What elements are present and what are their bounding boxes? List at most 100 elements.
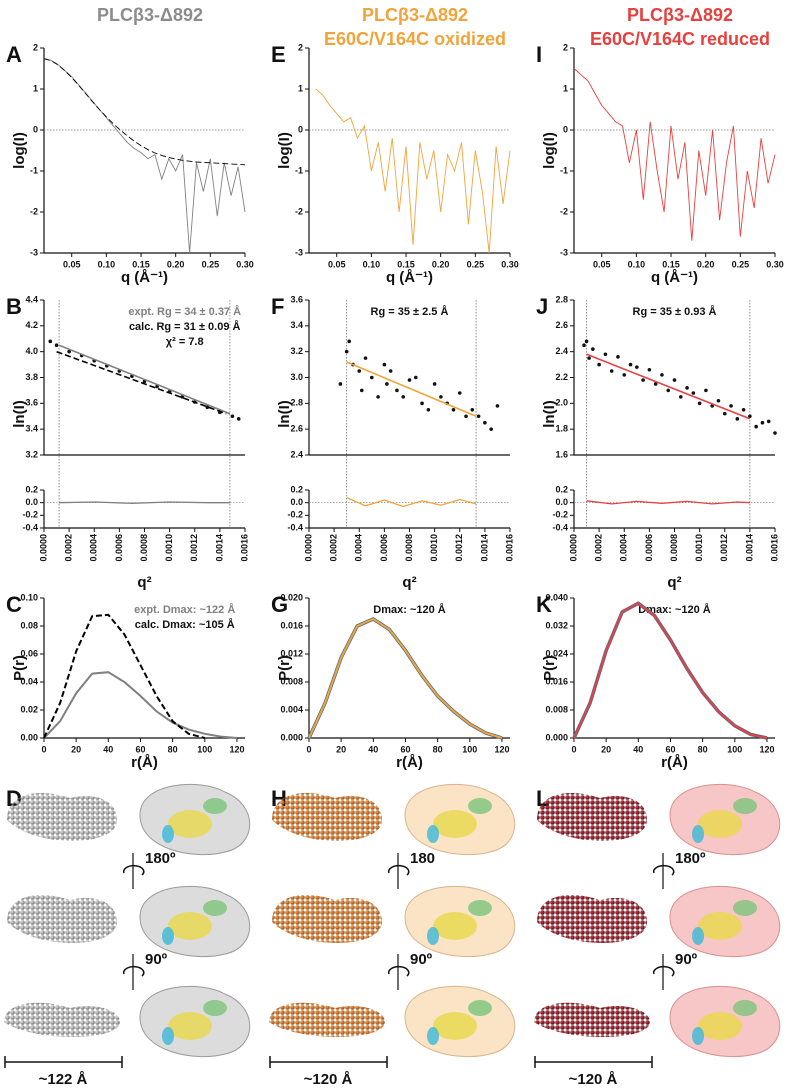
data-point: [363, 356, 368, 360]
y-tick-label: 0.02: [20, 704, 38, 714]
y-tick-label: -0.4: [22, 522, 38, 532]
series-line: [573, 602, 768, 739]
data-point: [584, 339, 589, 344]
y-tick-label: 3.6: [290, 294, 303, 304]
data-point: [489, 427, 493, 431]
data-point: [603, 352, 608, 357]
x-tick-label: 0.0004: [619, 534, 629, 562]
protein-domain: [203, 900, 227, 916]
series-line: [43, 58, 246, 166]
x-tick-label: 80: [698, 744, 708, 754]
y-tick-label: 0.004: [280, 704, 303, 714]
error-band: [307, 617, 503, 740]
x-tick-label: 0.05: [63, 259, 81, 269]
y-tick-label: 0.020: [280, 592, 303, 602]
column-title: PLCβ3-Δ892: [97, 5, 203, 25]
x-tick-label: 20: [336, 744, 346, 754]
data-point: [395, 388, 399, 393]
data-point: [54, 343, 59, 348]
x-tick-label: 80: [168, 744, 178, 754]
y-tick-label: 1: [298, 83, 303, 93]
x-tick-label: 20: [71, 744, 81, 754]
rotation-arrow: [387, 965, 410, 977]
panel-letter: A: [6, 42, 22, 67]
y-tick-label: 4.2: [25, 320, 38, 330]
x-tick-label: 0.30: [766, 259, 784, 269]
y-tick-label: 0.2: [555, 484, 568, 494]
series-line: [308, 617, 503, 739]
protein-domain: [733, 900, 757, 916]
data-point: [382, 362, 387, 367]
x-axis-label: q²: [402, 574, 416, 591]
data-point: [616, 355, 620, 359]
data-point: [582, 343, 586, 348]
x-tick-label: 0.0004: [89, 534, 99, 562]
x-tick-label: 60: [665, 744, 675, 754]
column-title: PLCβ3-Δ892: [362, 5, 468, 25]
annotation: expt. Dmax: ~122 Å: [134, 603, 235, 616]
data-point: [729, 404, 733, 408]
y-tick-label: 2.4: [290, 449, 303, 459]
data-point: [609, 369, 614, 373]
x-axis-label: r(Å): [396, 754, 423, 771]
protein-domain: [203, 798, 227, 814]
annotation: χ² = 7.8: [166, 336, 204, 348]
panel-letter: I: [536, 42, 542, 67]
fit-line: [346, 361, 477, 418]
x-axis-label: r(Å): [661, 754, 688, 771]
bead-model: [272, 793, 382, 841]
data-point: [666, 388, 671, 393]
x-axis-label: q (Å⁻¹): [121, 269, 168, 286]
protein-domain: [433, 912, 477, 940]
annotation: Rg = 35 ± 0.93 Å: [633, 305, 717, 318]
data-point: [420, 401, 424, 406]
y-tick-label: -1: [30, 165, 38, 175]
y-tick-label: 3.6: [25, 398, 38, 408]
y-tick-label: 4.0: [25, 346, 38, 356]
y-tick-label: -2: [560, 206, 568, 216]
x-tick-label: 0.10: [98, 259, 116, 269]
x-tick-label: 60: [400, 744, 410, 754]
protein-domain: [698, 1012, 742, 1040]
x-tick-label: 0.15: [662, 259, 680, 269]
protein-domain: [168, 912, 212, 940]
data-point: [716, 398, 721, 403]
panel-letter: B: [6, 294, 22, 319]
rotation-label: 180º: [675, 850, 706, 867]
y-tick-label: -3: [30, 247, 38, 257]
panel-letter: K: [536, 592, 552, 617]
protein-domain: [162, 825, 174, 843]
y-tick-label: 0.2: [290, 484, 303, 494]
data-point: [385, 382, 389, 386]
x-tick-label: 40: [368, 744, 378, 754]
y-tick-label: 2.6: [555, 320, 568, 330]
protein-domain: [468, 798, 492, 814]
column-title: E60C/V164C oxidized: [324, 29, 506, 49]
y-tick-label: 3.0: [290, 372, 303, 382]
data-point: [457, 391, 462, 395]
x-tick-label: 0.0000: [38, 534, 48, 562]
y-axis-label: ln(I): [11, 400, 28, 428]
y-tick-label: 2.8: [290, 398, 303, 408]
data-point: [722, 411, 727, 416]
data-point: [647, 367, 652, 372]
y-tick-label: -3: [295, 247, 303, 257]
x-tick-label: 0.0004: [354, 534, 364, 562]
fit-line: [56, 350, 227, 415]
x-tick-label: 0.05: [593, 259, 611, 269]
data-point: [678, 395, 683, 399]
x-tick-label: 120: [229, 744, 244, 754]
scale-label: ~120 Å: [304, 1071, 353, 1088]
column-title: PLCβ3-Δ892: [627, 5, 733, 25]
y-tick-label: 0.2: [25, 484, 38, 494]
data-point: [773, 431, 777, 435]
data-point: [401, 395, 406, 399]
y-tick-label: -0.2: [22, 510, 38, 520]
y-axis-label: P(r): [541, 655, 558, 681]
x-tick-label: 0.0008: [139, 534, 149, 562]
x-tick-label: 0.30: [236, 259, 254, 269]
x-tick-label: 0.0012: [189, 534, 199, 562]
protein-domain: [162, 927, 174, 945]
panel-letter: F: [271, 294, 284, 319]
x-tick-label: 0.0016: [769, 534, 779, 562]
